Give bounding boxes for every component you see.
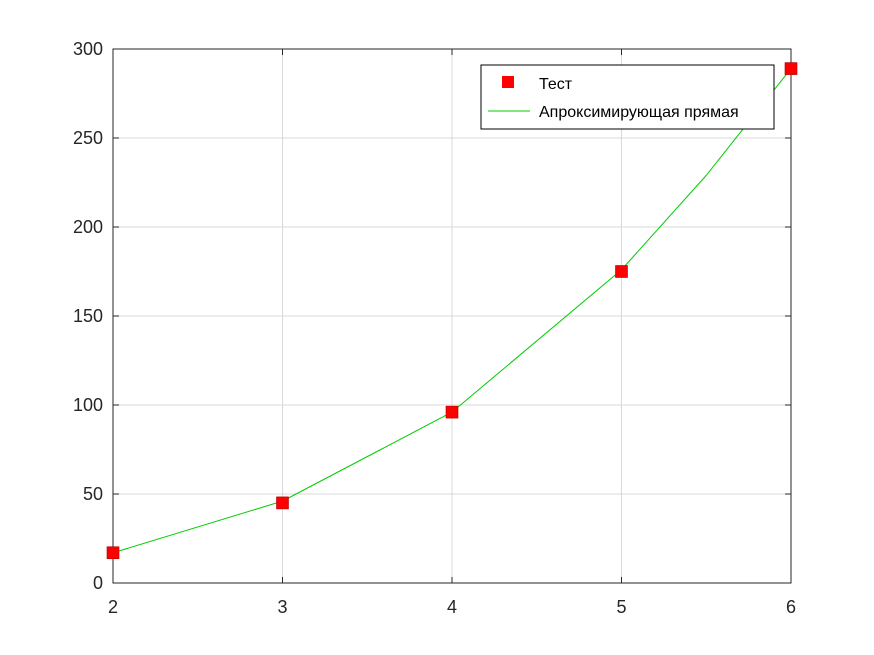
x-tick-label: 5 — [616, 597, 626, 617]
legend: Тест Апроксимирующая прямая — [480, 64, 775, 130]
x-tick-label: 2 — [108, 597, 118, 617]
data-point-test — [784, 62, 798, 75]
y-tick-label: 150 — [73, 306, 103, 326]
series-line-approximation — [112, 68, 792, 554]
y-tick-label: 250 — [73, 128, 103, 148]
data-point-test — [445, 405, 459, 419]
x-tick-label: 6 — [786, 597, 796, 617]
y-tick-label: 200 — [73, 217, 103, 237]
data-point-test — [106, 546, 120, 560]
y-tick-label: 100 — [73, 395, 103, 415]
legend-label-test: Тест — [539, 76, 573, 93]
y-tick-label: 50 — [83, 484, 103, 504]
grid — [112, 48, 792, 584]
series-layer — [106, 62, 798, 560]
legend-box — [480, 64, 775, 130]
x-axis-tick-labels: 2 3 4 5 6 — [108, 597, 796, 617]
legend-label-approximation: Апроксимирующая прямая — [539, 104, 739, 121]
data-point-test — [276, 496, 289, 510]
legend-marker-test — [502, 76, 514, 88]
axis-ticks — [112, 48, 792, 584]
y-axis-tick-labels: 0 50 100 150 200 250 300 — [73, 39, 103, 593]
y-tick-label: 0 — [93, 573, 103, 593]
data-point-test — [615, 265, 628, 278]
x-tick-label: 3 — [277, 597, 287, 617]
y-tick-label: 300 — [73, 39, 103, 59]
x-tick-label: 4 — [447, 597, 457, 617]
